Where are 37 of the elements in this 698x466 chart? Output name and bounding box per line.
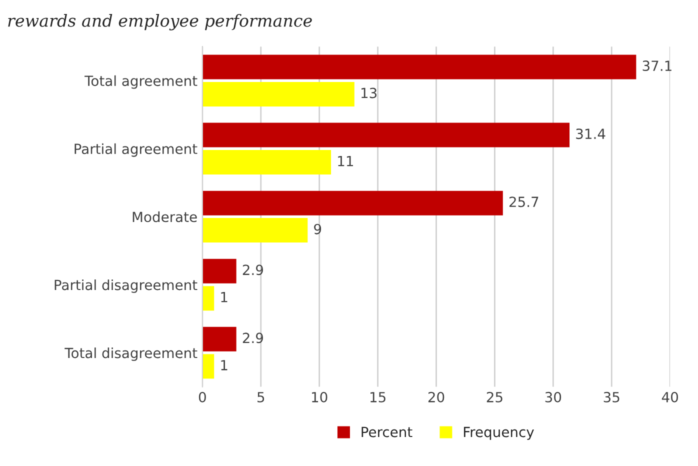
x-tick-label: 25 [486,392,502,402]
bar [202,82,354,106]
data-label: 37.1 [642,60,672,72]
x-tick-label: 10 [312,392,328,402]
y-tick-label: Total disagreement [64,347,198,361]
data-label: 31.4 [576,128,606,140]
data-label: 25.7 [509,196,538,208]
y-tick-label: Partial agreement [74,143,198,157]
x-tick-label: 30 [545,392,562,402]
x-tick-label: 15 [370,392,386,402]
data-label: 11 [338,156,353,166]
data-label: 1 [221,292,228,302]
legend-label: Frequency [464,426,534,440]
bar [202,150,332,175]
bar [202,190,503,216]
bar [202,354,214,379]
bar [202,54,636,80]
y-tick-label: Partial disagreement [54,279,198,293]
x-tick-label: 40 [662,392,678,402]
data-label: 1 [221,360,228,370]
data-label: 2.9 [242,264,263,276]
data-label: 2.9 [242,332,263,344]
y-tick-label: Moderate [132,211,197,222]
bar [202,258,236,284]
bar [202,218,308,243]
data-label: 9 [314,224,322,234]
x-tick-label: 20 [428,392,444,402]
chart-title: rewards and employee performance [8,14,312,30]
bar [202,122,570,148]
legend-label: Percent [362,426,412,438]
y-tick-label: Total agreement [84,75,198,89]
bar [202,286,214,311]
x-tick-label: 0 [198,392,206,402]
bar [202,326,236,352]
data-label: 13 [361,88,377,98]
x-tick-label: 35 [604,392,620,402]
x-tick-label: 5 [258,392,264,402]
